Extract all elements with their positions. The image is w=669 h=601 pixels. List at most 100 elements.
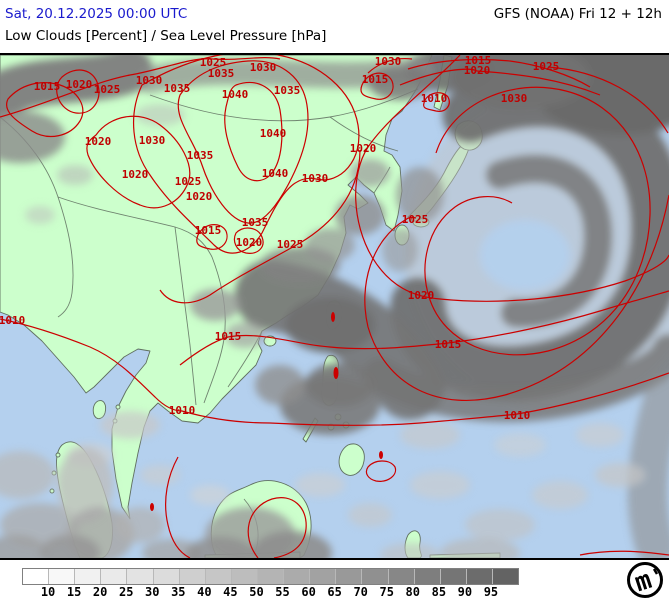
- isobar-label: 1015: [435, 338, 462, 351]
- legend-tick-label: 15: [66, 585, 82, 599]
- isobar-label: 1030: [250, 61, 277, 74]
- isobar-1030-ne: [424, 86, 651, 356]
- isobar-1010-loop: [423, 92, 450, 112]
- land-sri-lanka: [92, 400, 107, 420]
- legend-cell: [23, 569, 50, 584]
- country-border: [329, 116, 399, 152]
- isobar-sumatra: [165, 456, 191, 558]
- isobar-1040: [224, 81, 283, 182]
- legend-tick-label: 95: [483, 585, 499, 599]
- isobar-core-mark: [150, 503, 154, 511]
- legend-cell: [310, 569, 337, 584]
- legend-cell: [336, 569, 363, 584]
- isobar-1025-ne: [364, 194, 669, 401]
- isobar-label: 1035: [242, 216, 269, 229]
- header-model: GFS (NOAA) Fri 12 + 12h: [493, 6, 662, 22]
- legend-tick-label: 40: [197, 585, 212, 599]
- legend-cell: [388, 569, 415, 584]
- isobar-1030-top: [367, 57, 413, 74]
- legend-cell: [75, 569, 102, 584]
- legend-cell: [362, 569, 389, 584]
- isobar-label: 1030: [375, 55, 402, 68]
- legend-cell: [179, 569, 206, 584]
- isobar-label: 1015: [362, 73, 389, 86]
- header-date: Sat, 20.12.2025 00:00 UTC: [5, 6, 188, 22]
- country-border: [57, 196, 213, 258]
- isobar-1020-ne: [399, 68, 601, 96]
- isobar-1015-loop: [360, 72, 394, 100]
- isobar-1020: [86, 115, 191, 209]
- isobar-label: 1020: [464, 64, 491, 77]
- isobar-1010-south: [0, 318, 669, 426]
- isobar-label: 1030: [136, 74, 163, 87]
- legend-tick-label: 90: [457, 585, 473, 599]
- isobar-label: 1020: [350, 142, 377, 155]
- isobar-label: 1025: [94, 83, 121, 96]
- m-logo-icon: m: [627, 562, 663, 598]
- isobar-label: 1035: [164, 82, 191, 95]
- isobar-label: 1030: [501, 92, 528, 105]
- legend-tick-label: 85: [431, 585, 447, 599]
- legend-tick-label: 80: [405, 585, 420, 599]
- isobar-label: 1040: [260, 127, 287, 140]
- isobar-1010-borneo: [247, 497, 307, 558]
- legend-tick-label: 65: [327, 585, 342, 599]
- land-islet: [49, 488, 55, 494]
- legend-cell: [205, 569, 232, 584]
- isobar-1025-ne: [547, 66, 669, 134]
- isobar-label: 1015: [465, 55, 492, 67]
- legend-cell: [101, 569, 128, 584]
- isobar-label: 1020: [122, 168, 149, 181]
- isobar-label: 1025: [277, 238, 304, 251]
- country-border: [174, 226, 197, 406]
- isobar-label: 1020: [236, 236, 263, 249]
- land-islet: [55, 452, 61, 458]
- isobar-label: 1040: [222, 88, 249, 101]
- land-islet: [115, 404, 121, 410]
- isobar-label: 1020: [186, 190, 213, 203]
- legend-cell: [153, 569, 180, 584]
- isobar-core-mark: [333, 367, 339, 379]
- isobar-label: 1010: [504, 409, 531, 422]
- isobar-label: 1010: [421, 92, 448, 105]
- legend-tick-label: 55: [275, 585, 290, 599]
- isobar-1035: [177, 60, 309, 224]
- map-title: Low Clouds [Percent] / Sea Level Pressur…: [5, 28, 327, 44]
- isobar-label: 1035: [187, 149, 214, 162]
- isobar-label: 1030: [139, 134, 166, 147]
- isobar-label: 1015: [195, 224, 222, 237]
- isobar-core-mark: [379, 451, 383, 459]
- isobar-label: 1040: [262, 167, 289, 180]
- isobar-1015: [196, 224, 228, 250]
- isobar-1015: [6, 82, 84, 138]
- isobar-1015-ne: [407, 58, 591, 88]
- legend-cell: [257, 569, 285, 584]
- legend-tick-label: 10: [40, 585, 56, 599]
- isobar-1020: [233, 227, 264, 254]
- isobar-label: 1025: [533, 60, 560, 73]
- isobar-1015-south: [179, 290, 669, 366]
- legend-tick-label: 45: [223, 585, 238, 599]
- legend-bar: [22, 568, 519, 585]
- isobar-1025: [0, 57, 281, 118]
- isobar-core-mark: [331, 312, 335, 322]
- country-border: [203, 256, 226, 404]
- legend-tick-label: 60: [301, 585, 316, 599]
- isobar-label: 1025: [200, 56, 227, 69]
- isobar-1020-ne: [355, 55, 669, 302]
- legend-cell: [127, 569, 154, 584]
- isobar-label: 1010: [169, 404, 196, 417]
- footer: 10 15 20 25 30 35 40 45 50 55 60 65 70 75 80 85 90 95 m: [0, 560, 669, 600]
- legend-tick-label: 20: [92, 585, 108, 599]
- isobar-label: 1030: [302, 172, 329, 185]
- isobar-label: 1020: [85, 135, 112, 148]
- legend-cell: [284, 569, 311, 584]
- isobar-label: 1025: [175, 175, 202, 188]
- legend-cell: [492, 569, 519, 584]
- isobar-label: 1035: [208, 67, 235, 80]
- country-border: [149, 88, 419, 122]
- legend-tick-label: 75: [379, 585, 394, 599]
- isobar-1020: [56, 69, 100, 114]
